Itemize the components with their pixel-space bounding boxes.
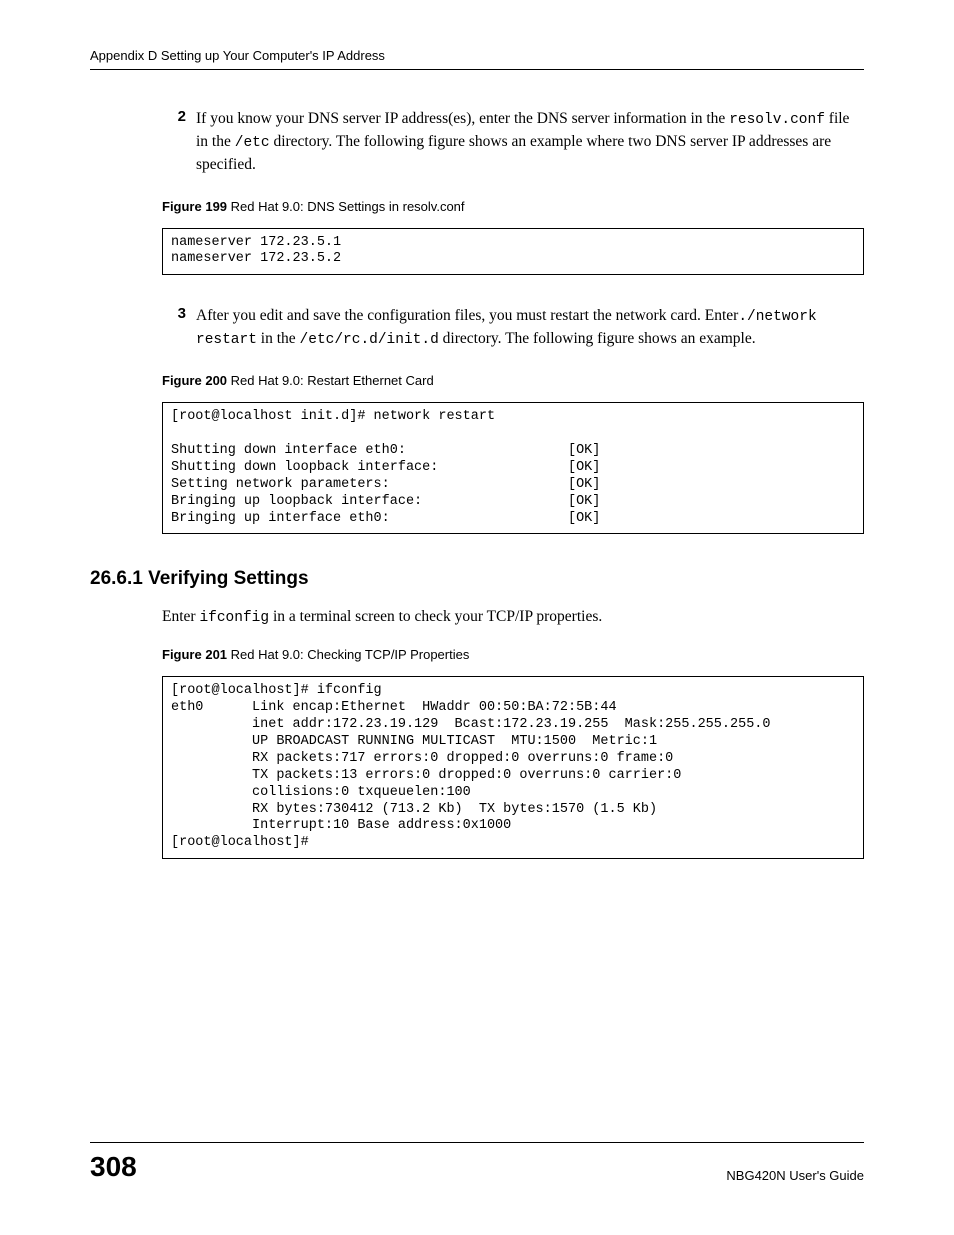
figure-200-code: [root@localhost init.d]# network restart… xyxy=(162,402,864,534)
step-3: 3 After you edit and save the configurat… xyxy=(162,305,864,351)
figure-199-code: nameserver 172.23.5.1 nameserver 172.23.… xyxy=(162,228,864,276)
figure-199-caption: Figure 199 Red Hat 9.0: DNS Settings in … xyxy=(162,199,864,214)
figure-title: Red Hat 9.0: Restart Ethernet Card xyxy=(227,373,434,388)
page-number: 308 xyxy=(90,1151,137,1183)
text: directory. The following figure shows an… xyxy=(439,330,756,347)
text: directory. The following figure shows an… xyxy=(196,133,831,173)
step-number: 3 xyxy=(162,305,186,351)
step-number: 2 xyxy=(162,108,186,177)
step-body: If you know your DNS server IP address(e… xyxy=(186,108,864,177)
code-inline: /etc/rc.d/init.d xyxy=(300,332,439,348)
code-inline: resolv.conf xyxy=(729,112,825,128)
step-body: After you edit and save the configuratio… xyxy=(186,305,864,351)
guide-title: NBG420N User's Guide xyxy=(726,1168,864,1183)
text: After you edit and save the configuratio… xyxy=(196,307,738,324)
page-footer: 308 NBG420N User's Guide xyxy=(90,1142,864,1183)
section-heading: 26.6.1 Verifying Settings xyxy=(90,568,864,590)
code-inline: /etc xyxy=(235,135,270,151)
text: in a terminal screen to check your TCP/I… xyxy=(269,608,602,625)
figure-200-caption: Figure 200 Red Hat 9.0: Restart Ethernet… xyxy=(162,373,864,388)
text: Enter xyxy=(162,608,199,625)
running-header: Appendix D Setting up Your Computer's IP… xyxy=(90,48,864,70)
code-inline: ifconfig xyxy=(199,610,269,626)
figure-label: Figure 201 xyxy=(162,647,227,662)
text: If you know your DNS server IP address(e… xyxy=(196,110,729,127)
text: in the xyxy=(257,330,300,347)
figure-title: Red Hat 9.0: Checking TCP/IP Properties xyxy=(227,647,469,662)
figure-label: Figure 199 xyxy=(162,199,227,214)
figure-title: Red Hat 9.0: DNS Settings in resolv.conf xyxy=(227,199,464,214)
figure-label: Figure 200 xyxy=(162,373,227,388)
figure-201-caption: Figure 201 Red Hat 9.0: Checking TCP/IP … xyxy=(162,647,864,662)
step-2: 2 If you know your DNS server IP address… xyxy=(162,108,864,177)
section-paragraph: Enter ifconfig in a terminal screen to c… xyxy=(162,606,864,629)
figure-201-code: [root@localhost]# ifconfig eth0 Link enc… xyxy=(162,676,864,859)
